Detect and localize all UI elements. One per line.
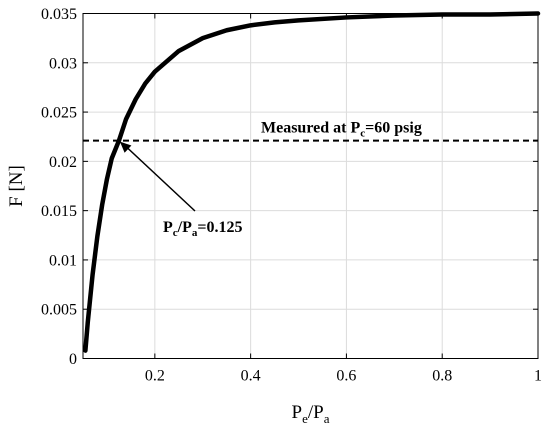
x-tick-label: 1 xyxy=(534,368,542,385)
tick-labels: 0.2 0.4 0.6 0.8 1 0 0.005 0.01 0.015 0.02 0.025 0.0… xyxy=(41,6,542,385)
force-curve xyxy=(83,11,541,353)
grid xyxy=(83,13,539,359)
y-tick-label: 0.025 xyxy=(41,105,77,122)
y-tick-label: 0.015 xyxy=(41,203,77,220)
y-tick-label: 0.03 xyxy=(49,55,77,72)
ratio-arrow-line xyxy=(122,143,196,212)
x-axis-label: Pe/Pa xyxy=(292,402,330,426)
annotations: Measured at Pc=60 psig Pc/Pa=0.125 xyxy=(119,120,422,239)
y-tick-label: 0.005 xyxy=(41,302,77,319)
y-tick-label: 0 xyxy=(69,351,77,368)
ratio-arrow-head xyxy=(119,141,132,153)
ratio-label: Pc/Pa=0.125 xyxy=(163,219,243,239)
measured-label: Measured at Pc=60 psig xyxy=(261,120,422,140)
x-tick-label: 0.8 xyxy=(432,368,452,385)
x-tick-label: 0.2 xyxy=(145,368,165,385)
y-tick-label: 0.02 xyxy=(49,154,77,171)
plot-frame xyxy=(82,13,539,359)
y-tick-label: 0.01 xyxy=(49,252,77,269)
y-axis-label: F [N] xyxy=(6,165,27,207)
x-tick-label: 0.4 xyxy=(241,368,261,385)
series-layer xyxy=(83,11,541,353)
y-tick-label: 0.035 xyxy=(41,6,77,23)
x-tick-label: 0.6 xyxy=(336,368,356,385)
axis-labels: F [N] Pe/Pa xyxy=(6,165,330,426)
